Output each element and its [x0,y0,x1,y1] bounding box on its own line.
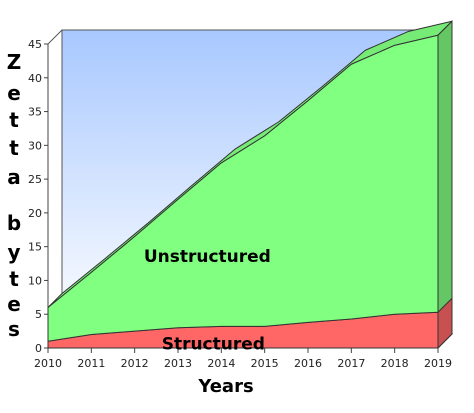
y-axis-title-letter: b [7,211,21,235]
x-tick-label: 2018 [381,357,409,370]
y-axis-title-letter: Z [7,50,22,74]
x-tick-label: 2016 [294,357,322,370]
unstructured-label: Unstructured [144,247,271,267]
x-tick-label: 2011 [77,357,105,370]
y-axis-title-letter: a [7,165,21,189]
x-tick-label: 2012 [121,357,149,370]
x-tick-label: 2019 [424,357,452,370]
y-axis-title-letter: e [7,292,21,316]
unstructured-side-face [437,20,453,314]
y-tick-label: 25 [28,173,42,186]
x-tick-label: 2013 [164,357,192,370]
series-labels: Structured Unstructured [144,247,271,355]
x-tick-label: 2010 [34,357,62,370]
y-tick-label: 40 [28,72,42,85]
y-tick-label: 20 [28,207,42,220]
x-tick-label: 2015 [251,357,279,370]
y-axis-title-letter: t [9,267,19,291]
structured-label: Structured [162,335,265,355]
y-tick-label: 35 [28,106,42,119]
y-axis-title-letter: s [8,317,20,341]
y-tick-label: 15 [28,241,42,254]
x-tick-label: 2017 [337,357,365,370]
y-tick-label: 45 [28,38,42,51]
y-axis: 0 5 10 15 20 25 30 35 40 45 [28,38,49,355]
x-tick-label: 2014 [207,357,235,370]
y-axis-title-letter: e [7,81,21,105]
y-tick-label: 30 [28,139,42,152]
unstructured-area [47,34,439,342]
x-axis-title: Years [197,376,253,397]
y-axis-title-letter: t [9,136,19,160]
depth-edge [47,29,63,45]
y-tick-label: 5 [35,308,42,321]
area-series [47,20,453,350]
y-tick-label: 0 [35,342,42,355]
y-axis-title-letter: y [7,240,20,264]
y-tick-label: 10 [28,274,42,287]
y-axis-title-letter: t [9,108,19,132]
